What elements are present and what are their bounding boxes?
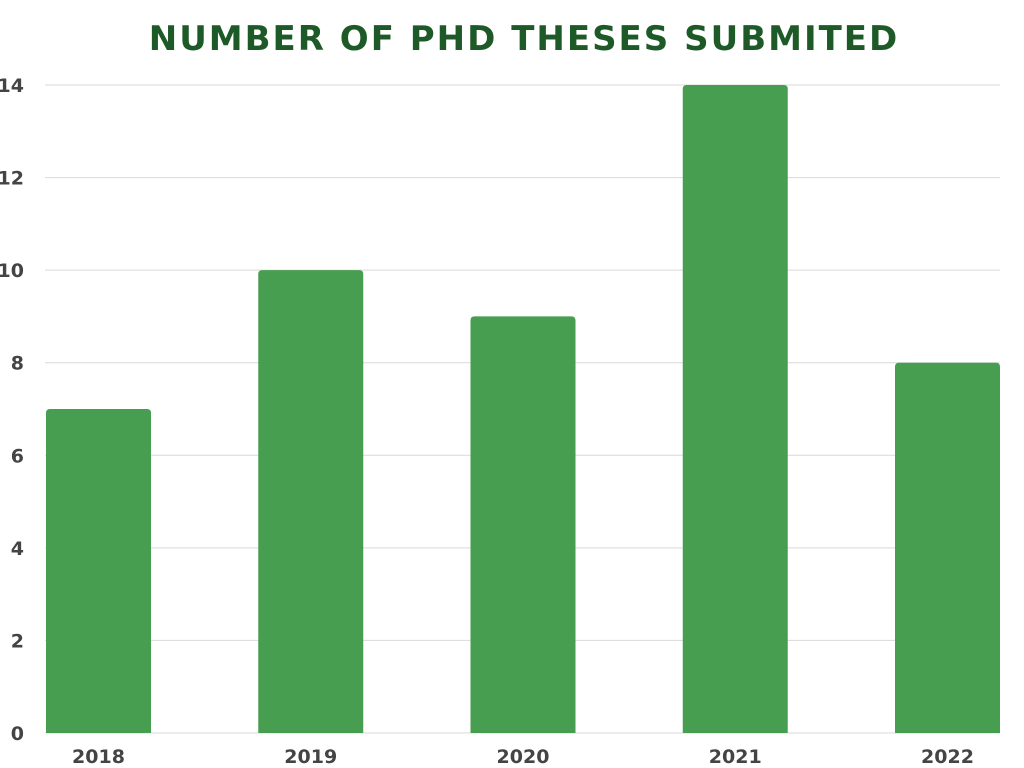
x-tick-label-2020: 2020 [497,746,550,768]
y-tick-label: 4 [11,538,24,560]
x-tick-label-2022: 2022 [921,746,974,768]
bar-2022 [895,362,1000,733]
y-tick-label: 12 [0,168,24,190]
x-axis-ticks: 2018 2019 2020 2021 2022 [72,746,974,768]
x-tick-label-2021: 2021 [709,746,762,768]
x-tick-label-2019: 2019 [284,746,337,768]
chart-title: NUMBER OF PHD THESES SUBMITED [149,19,900,59]
bar-2021 [682,85,788,733]
bar-2020 [470,316,576,733]
y-tick-label: 0 [11,723,24,745]
y-axis-ticks: 0 2 4 6 8 10 12 14 [0,75,24,745]
y-tick-label: 6 [11,445,24,467]
y-tick-label: 8 [11,353,24,375]
y-tick-label: 14 [0,75,24,97]
x-tick-label-2018: 2018 [72,746,125,768]
bars [46,85,1000,733]
bar-2019 [258,270,364,733]
y-tick-label: 10 [0,260,24,282]
bar-2018 [46,409,151,733]
y-tick-label: 2 [11,630,24,652]
